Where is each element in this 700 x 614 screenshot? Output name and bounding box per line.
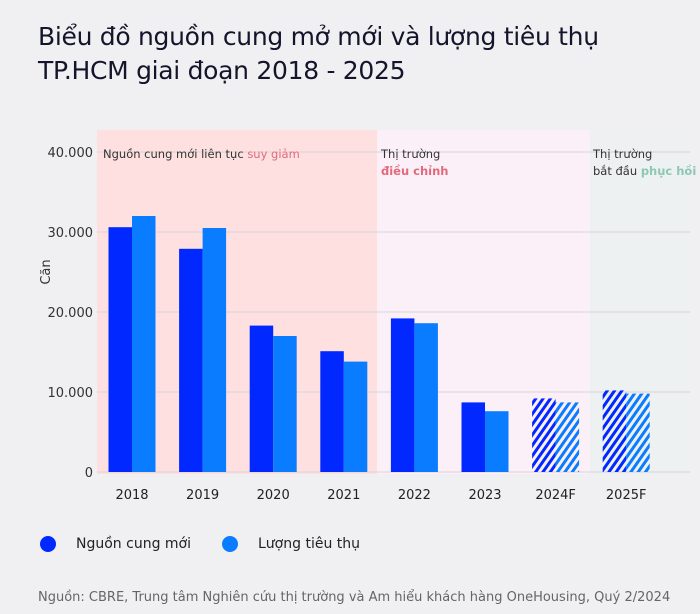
annotation-highlight: suy giảm <box>247 147 300 161</box>
y-axis-label: Căn <box>39 259 54 284</box>
annotation-phase-1: Nguồn cung mới liên tục suy giảm <box>103 146 300 163</box>
bar-consumption <box>343 361 368 472</box>
title-line-1: Biểu đồ nguồn cung mở mới và lượng tiêu … <box>38 22 599 51</box>
annotation-phase-3: Thị trường bắt đầu phục hồi <box>593 146 696 180</box>
x-tick-label: 2018 <box>115 488 148 503</box>
bar-consumption <box>132 216 156 472</box>
chart-title: Biểu đồ nguồn cung mở mới và lượng tiêu … <box>38 20 599 88</box>
legend-swatch-supply <box>40 536 56 552</box>
bar-supply <box>179 248 203 472</box>
bar-supply <box>390 318 415 472</box>
bar-supply <box>602 390 627 472</box>
y-tick-label: 40.000 <box>48 146 94 161</box>
annotation-text: Thị trường <box>381 147 441 161</box>
x-tick-label: 2023 <box>468 488 501 503</box>
bar-supply <box>249 325 274 472</box>
x-tick-label: 2024F <box>535 488 576 503</box>
bar-consumption <box>273 336 297 472</box>
bar-supply <box>532 398 556 472</box>
y-tick-label: 10.000 <box>48 386 94 401</box>
annotation-highlight: điều chỉnh <box>381 164 449 178</box>
y-tick-label: 30.000 <box>48 226 94 241</box>
legend-item-supply: Nguồn cung mới <box>40 536 191 552</box>
bar-consumption <box>485 411 509 472</box>
bar-consumption <box>626 393 650 472</box>
y-tick-label: 20.000 <box>48 306 94 321</box>
x-tick-label: 2021 <box>327 488 360 503</box>
legend-swatch-consumption <box>222 536 238 552</box>
source-note: Nguồn: CBRE, Trung tâm Nghiên cứu thị tr… <box>38 590 671 605</box>
annotation-text: Thị trường <box>593 147 653 161</box>
bar-supply <box>108 227 132 472</box>
bar-chart: 2018 2019 2020 2021 2022 2023 2024F 2025F 0 10.0… <box>39 130 690 503</box>
y-tick-label: 0 <box>85 466 93 481</box>
x-tick-label: 2025F <box>606 488 647 503</box>
x-tick-label: 2022 <box>398 488 431 503</box>
bar-consumption <box>414 323 438 472</box>
annotation-text: bắt đầu <box>593 164 641 178</box>
x-tick-label: 2020 <box>257 488 290 503</box>
legend-label: Lượng tiêu thụ <box>258 536 360 552</box>
bar-consumption <box>202 228 227 472</box>
x-tick-label: 2019 <box>186 488 219 503</box>
annotation-text: Nguồn cung mới liên tục <box>103 147 248 161</box>
legend-item-consumption: Lượng tiêu thụ <box>222 536 360 552</box>
annotation-highlight: phục hồi <box>640 164 697 178</box>
legend-label: Nguồn cung mới <box>76 536 191 552</box>
bar-supply <box>461 402 485 472</box>
title-line-2: TP.HCM giai đoạn 2018 - 2025 <box>38 56 406 85</box>
bar-consumption <box>555 402 580 472</box>
bar-supply <box>320 351 344 472</box>
annotation-phase-2: Thị trường điều chỉnh <box>381 146 448 180</box>
